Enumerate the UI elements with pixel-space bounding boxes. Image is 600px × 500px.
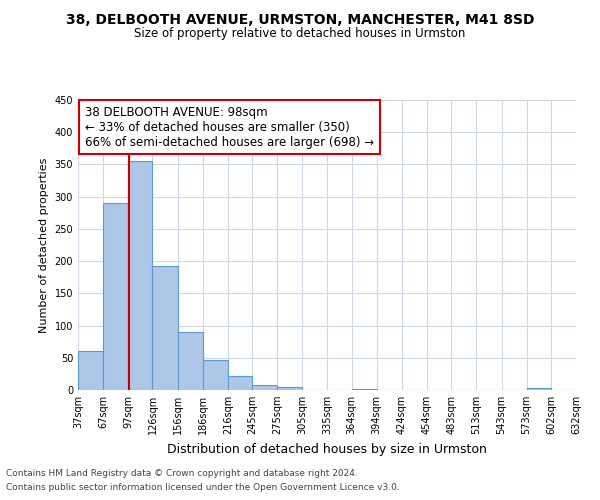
Bar <box>103 203 128 390</box>
X-axis label: Distribution of detached houses by size in Urmston: Distribution of detached houses by size … <box>167 442 487 456</box>
Text: Contains HM Land Registry data © Crown copyright and database right 2024.: Contains HM Land Registry data © Crown c… <box>6 468 358 477</box>
Text: 38, DELBOOTH AVENUE, URMSTON, MANCHESTER, M41 8SD: 38, DELBOOTH AVENUE, URMSTON, MANCHESTER… <box>66 12 534 26</box>
Text: Contains public sector information licensed under the Open Government Licence v3: Contains public sector information licen… <box>6 484 400 492</box>
Bar <box>152 266 178 390</box>
Bar <box>178 332 203 390</box>
Bar <box>252 385 277 390</box>
Bar <box>576 388 600 390</box>
Bar <box>527 388 551 390</box>
Text: 38 DELBOOTH AVENUE: 98sqm
← 33% of detached houses are smaller (350)
66% of semi: 38 DELBOOTH AVENUE: 98sqm ← 33% of detac… <box>85 106 374 148</box>
Bar <box>277 387 302 390</box>
Bar <box>78 352 103 390</box>
Bar <box>203 360 228 390</box>
Bar <box>228 376 252 390</box>
Bar <box>128 161 152 390</box>
Text: Size of property relative to detached houses in Urmston: Size of property relative to detached ho… <box>134 28 466 40</box>
Y-axis label: Number of detached properties: Number of detached properties <box>39 158 49 332</box>
Bar <box>352 388 377 390</box>
